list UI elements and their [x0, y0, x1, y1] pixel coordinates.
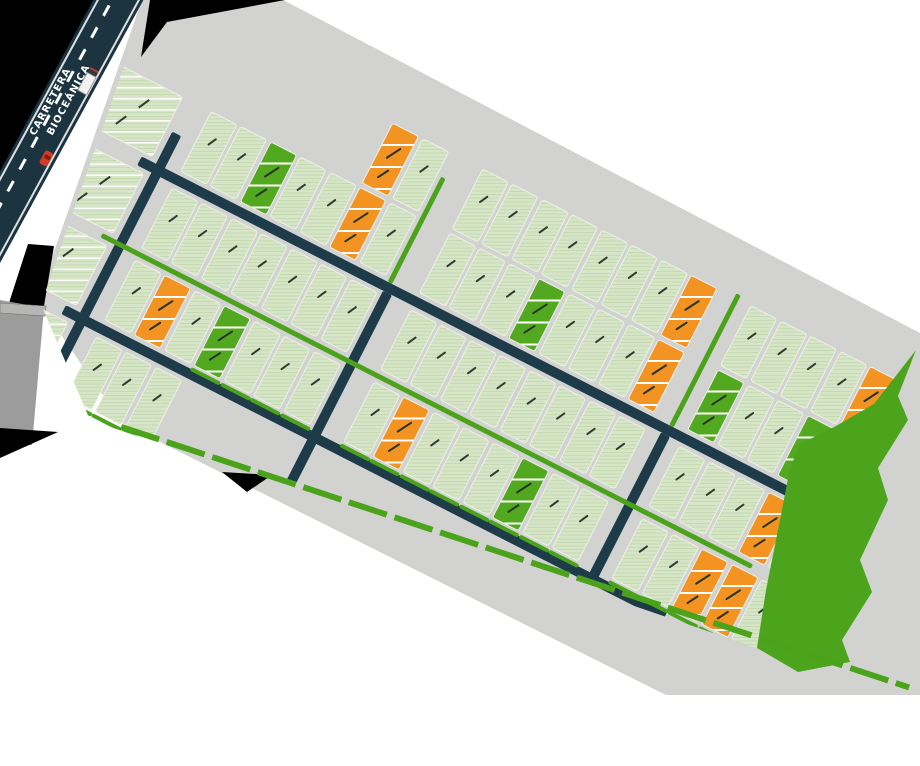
shadow-polygon [0, 428, 58, 458]
car-windshield [43, 153, 51, 161]
site-plan-map: { "map": { "road": { "label_line1": "CAR… [0, 0, 920, 695]
side-road-stub [0, 302, 47, 317]
lot-edge-green-strip [0, 352, 38, 389]
dark-terrain-polygon [0, 300, 44, 445]
quinta-lot-block-r4[interactable] [41, 290, 69, 383]
